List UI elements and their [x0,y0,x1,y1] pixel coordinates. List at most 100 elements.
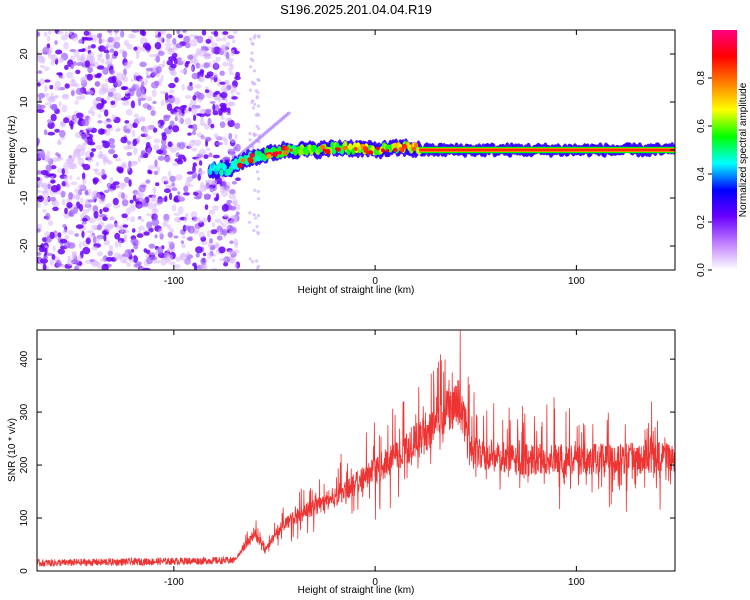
noise-speck [87,199,96,203]
noise-speck [152,186,157,194]
noise-speck [98,37,103,45]
noise-speck [74,188,80,194]
noise-speck [109,144,116,149]
snr-data [37,330,675,567]
noise-speck [180,253,188,261]
noise-speck [54,40,58,45]
noise-speck [219,185,225,190]
noise-speck [203,154,209,160]
noise-speck [195,189,202,193]
noise-speck [200,257,207,265]
noise-speck [133,263,142,268]
noise-speck [117,97,122,101]
noise-speck [183,35,191,44]
noise-speck [91,111,96,117]
noise-speck [148,243,156,249]
noise-speck [126,43,133,50]
noise-speck [156,198,164,205]
noise-speck [104,128,111,136]
noise-speck [101,263,109,270]
noise-speck [175,174,183,181]
signal-peak [402,145,407,150]
noise-speck [121,86,127,91]
noise-speck [212,258,216,263]
noise-speck [65,71,74,79]
noise-speck [166,249,174,253]
noise-speck [213,62,219,70]
noise-speck [84,189,89,195]
noise-speck [54,128,60,133]
noise-speck [49,258,54,266]
noise-speck [141,89,145,97]
noise-speck [98,178,102,184]
noise-speck [153,214,158,219]
noise-speck [103,120,109,125]
spectrogram-x-axis-label: Height of straight line (km) [298,285,415,296]
snr-y-tick-label: 0 [19,568,30,574]
noise-speck [232,30,238,35]
noise-speck [140,218,145,222]
noise-speck [76,55,84,62]
noise-speck [143,128,148,134]
noise-speck [142,267,151,270]
noise-speck [62,229,68,234]
snr-x-tick-label: 100 [568,577,585,588]
noise-speck [65,184,71,188]
noise-speck [114,81,119,86]
noise-speck [57,248,66,255]
noise-speck [110,100,116,106]
noise-speck [230,89,234,95]
noise-speck [228,230,236,236]
noise-speck [222,228,228,236]
noise-speck [204,204,209,211]
noise-speck [113,204,121,209]
noise-speck [95,97,102,102]
noise-speck [204,136,212,142]
noise-speck [157,30,162,33]
noise-speck [121,161,127,167]
noise-speck [158,228,163,235]
noise-speck [209,238,213,244]
noise-speck [168,170,172,177]
noise-speck [85,37,93,41]
noise-speck [47,131,56,136]
noise-speck [194,229,199,235]
noise-speck [121,213,128,219]
noise-speck [214,218,222,224]
noise-speck [88,52,95,58]
noise-speck [102,230,108,235]
noise-speck [102,157,107,166]
noise-speck [214,90,221,95]
noise-speck [139,78,144,83]
snr-x-axis-label: Height of straight line (km) [298,585,415,596]
noise-speck [208,152,213,158]
noise-speck [229,71,234,76]
noise-speck [188,34,196,38]
noise-speck [253,82,257,86]
noise-speck [195,246,203,254]
noise-speck [97,236,103,241]
noise-speck [156,165,161,174]
noise-speck [223,213,230,218]
noise-speck [120,136,128,144]
signal-peak [385,149,390,153]
noise-speck [255,124,259,128]
noise-speck [86,230,94,234]
colorbar-tick-label: 0.6 [696,119,707,133]
noise-speck [228,67,232,72]
noise-speck [199,119,205,126]
noise-speck [160,144,167,150]
noise-speck [62,224,67,228]
noise-speck [203,62,210,69]
noise-speck [191,72,199,80]
noise-speck [114,232,121,240]
noise-speck [205,179,212,183]
noise-speck [102,67,109,75]
noise-speck [61,198,66,206]
noise-speck [128,160,132,169]
noise-speck [230,139,236,143]
noise-speck [169,89,175,94]
noise-speck [169,120,175,127]
noise-speck [192,165,196,173]
noise-speck [137,225,145,231]
